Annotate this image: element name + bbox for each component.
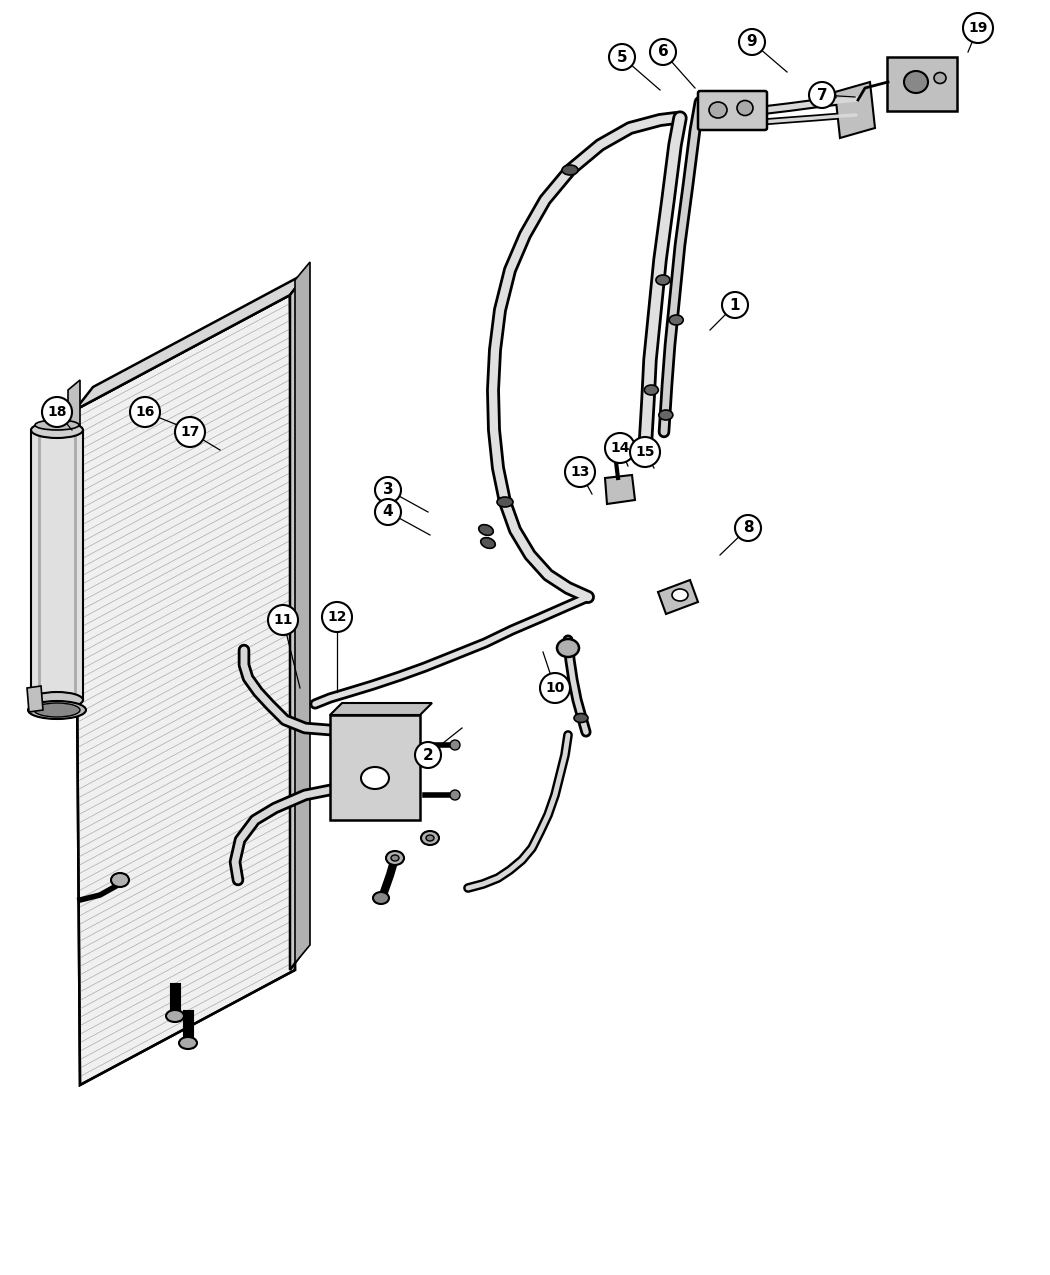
Text: 1: 1 (730, 297, 740, 312)
Ellipse shape (450, 790, 460, 799)
Text: 16: 16 (135, 405, 154, 419)
Circle shape (722, 292, 748, 317)
Circle shape (268, 606, 298, 635)
Circle shape (609, 45, 635, 70)
Text: 11: 11 (273, 613, 293, 627)
Ellipse shape (904, 71, 928, 93)
Polygon shape (75, 272, 308, 411)
Circle shape (565, 456, 595, 487)
Ellipse shape (737, 101, 753, 116)
Ellipse shape (111, 873, 129, 887)
Ellipse shape (373, 892, 388, 904)
Text: 6: 6 (657, 45, 669, 60)
Ellipse shape (672, 589, 688, 601)
Ellipse shape (32, 422, 83, 439)
Polygon shape (27, 686, 43, 711)
Ellipse shape (645, 385, 658, 395)
Ellipse shape (656, 275, 670, 286)
Polygon shape (330, 715, 420, 820)
Circle shape (322, 602, 352, 632)
Text: 17: 17 (181, 425, 200, 439)
Circle shape (175, 417, 205, 448)
Ellipse shape (32, 692, 83, 708)
Circle shape (808, 82, 835, 108)
Circle shape (605, 434, 635, 463)
Circle shape (130, 397, 160, 427)
Polygon shape (295, 261, 310, 963)
Ellipse shape (35, 419, 79, 430)
Circle shape (630, 437, 660, 467)
Polygon shape (835, 82, 875, 138)
Polygon shape (658, 580, 698, 615)
Ellipse shape (28, 701, 86, 719)
Polygon shape (68, 380, 80, 700)
Text: 4: 4 (382, 505, 394, 519)
Text: 2: 2 (422, 747, 434, 762)
Ellipse shape (709, 102, 727, 119)
Text: 10: 10 (545, 681, 565, 695)
Ellipse shape (426, 835, 434, 842)
Text: 14: 14 (610, 441, 630, 455)
Ellipse shape (497, 497, 513, 507)
Circle shape (735, 515, 761, 541)
Polygon shape (330, 703, 432, 715)
Ellipse shape (934, 73, 946, 83)
Text: 12: 12 (328, 609, 347, 623)
Circle shape (415, 742, 441, 768)
Circle shape (375, 477, 401, 504)
FancyBboxPatch shape (32, 430, 83, 700)
Circle shape (650, 40, 676, 65)
Ellipse shape (658, 411, 673, 419)
Ellipse shape (34, 703, 80, 717)
Text: 18: 18 (47, 405, 67, 419)
Ellipse shape (606, 442, 619, 453)
Text: 8: 8 (742, 520, 753, 536)
Circle shape (375, 499, 401, 525)
Circle shape (963, 13, 993, 43)
Ellipse shape (574, 714, 588, 723)
Text: 13: 13 (570, 465, 590, 479)
Text: 9: 9 (747, 34, 757, 50)
Ellipse shape (361, 768, 388, 789)
FancyBboxPatch shape (698, 91, 766, 130)
Ellipse shape (391, 856, 399, 861)
Ellipse shape (562, 164, 578, 175)
Ellipse shape (166, 1010, 184, 1023)
Ellipse shape (481, 538, 496, 548)
FancyBboxPatch shape (887, 57, 957, 111)
Text: 5: 5 (616, 50, 627, 65)
Circle shape (739, 29, 765, 55)
Polygon shape (605, 476, 635, 504)
Ellipse shape (450, 740, 460, 750)
Text: 19: 19 (968, 20, 988, 34)
Text: 7: 7 (817, 88, 827, 102)
Circle shape (540, 673, 570, 703)
Ellipse shape (479, 524, 493, 536)
Ellipse shape (386, 850, 404, 864)
Ellipse shape (556, 639, 579, 657)
Polygon shape (290, 272, 308, 970)
Ellipse shape (178, 1037, 197, 1049)
Ellipse shape (421, 831, 439, 845)
Text: 3: 3 (382, 482, 394, 497)
Text: 15: 15 (635, 445, 655, 459)
Ellipse shape (669, 315, 684, 325)
Ellipse shape (608, 479, 628, 496)
Polygon shape (75, 295, 295, 1085)
Circle shape (42, 397, 72, 427)
